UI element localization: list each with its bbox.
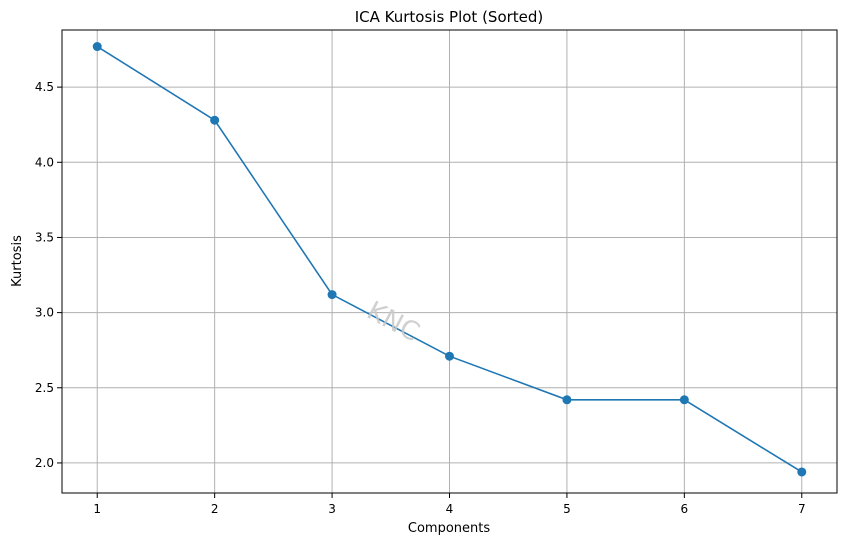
x-tick-label: 6 bbox=[681, 502, 689, 516]
y-tick-label: 3.0 bbox=[35, 306, 54, 320]
chart-title: ICA Kurtosis Plot (Sorted) bbox=[355, 8, 544, 26]
x-axis-label: Components bbox=[408, 521, 490, 536]
data-point bbox=[92, 42, 102, 52]
y-axis-label: Kurtosis bbox=[10, 235, 25, 287]
x-tick-label: 4 bbox=[446, 502, 454, 516]
y-tick-label: 3.5 bbox=[35, 230, 54, 244]
data-point bbox=[562, 395, 572, 405]
x-tick-label: 5 bbox=[563, 502, 571, 516]
axis-ticks: 1 2 3 4 5 6 7 2.0 2.5 3.0 3.5 4.0 4.5 bbox=[35, 80, 806, 516]
series-layer bbox=[92, 42, 807, 477]
x-tick-label: 2 bbox=[211, 502, 219, 516]
y-tick-label: 2.0 bbox=[35, 456, 54, 470]
data-point bbox=[797, 467, 807, 477]
data-point bbox=[210, 115, 220, 125]
y-tick-label: 2.5 bbox=[35, 381, 54, 395]
data-point bbox=[445, 351, 454, 361]
data-point bbox=[679, 395, 689, 405]
y-tick-label: 4.5 bbox=[35, 80, 54, 94]
x-tick-label: 3 bbox=[328, 502, 336, 516]
x-tick-label: 1 bbox=[93, 502, 101, 516]
data-point bbox=[327, 290, 337, 300]
x-tick-label: 7 bbox=[798, 502, 806, 516]
y-tick-label: 4.0 bbox=[35, 155, 54, 169]
grid-lines bbox=[62, 30, 837, 493]
watermark: KNC bbox=[362, 296, 424, 348]
